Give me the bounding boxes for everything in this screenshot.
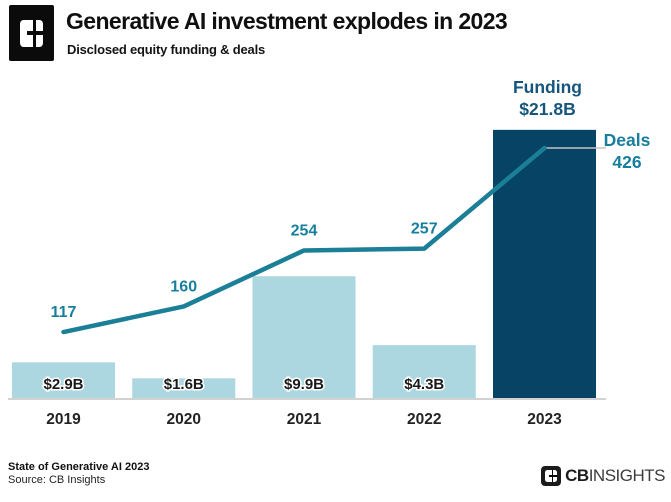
cb-insights-logo-icon — [9, 5, 54, 61]
deal-count-label-2022: 257 — [411, 221, 438, 238]
funding-bar-2022 — [372, 345, 476, 398]
footer-attribution: State of Generative AI 2023 Source: CB I… — [8, 461, 149, 486]
bar-value-label-2021: $9.9B — [284, 376, 324, 393]
deals-annotation-value: 426 — [612, 152, 641, 172]
wordmark-text: CBINSIGHTS — [565, 466, 665, 486]
x-axis-label-2021: 2021 — [287, 411, 322, 428]
deals-line — [61, 145, 547, 335]
funding-bar-2020 — [132, 378, 236, 398]
deals-annotation-title: Deals — [604, 130, 651, 150]
funding-bar-2023 — [493, 129, 596, 399]
wordmark-insights: INSIGHTS — [588, 466, 666, 485]
report-name: State of Generative AI 2023 — [8, 461, 150, 473]
page-title: Generative AI investment explodes in 202… — [66, 8, 508, 34]
x-axis-label-2020: 2020 — [167, 411, 201, 428]
page-subtitle: Disclosed equity funding & deals — [67, 42, 266, 57]
funding-bar-2021 — [252, 276, 356, 398]
cb-block-glyph-icon — [545, 470, 558, 482]
cb-insights-wordmark: CBINSIGHTS — [541, 466, 666, 486]
funding-bar-2019 — [12, 362, 115, 398]
cb-block-glyph-icon — [20, 19, 43, 47]
bar-value-label-2020: $1.6B — [164, 376, 204, 393]
deal-count-label-2019: 117 — [51, 304, 77, 321]
bar-value-label-2022: $4.3B — [404, 376, 444, 393]
cb-insights-logo-icon — [541, 466, 562, 486]
funding-annotation-title: Funding — [513, 77, 582, 97]
x-axis-label-2019: 2019 — [46, 411, 81, 428]
wordmark-cb: CB — [565, 466, 589, 485]
funding-annotation-value: $21.8B — [519, 99, 575, 119]
deal-count-label-2021: 254 — [291, 222, 318, 239]
x-axis-label-2022: 2022 — [407, 411, 441, 428]
x-axis-label-2023: 2023 — [527, 411, 562, 428]
deal-count-label-2020: 160 — [170, 278, 197, 295]
source-text: Source: CB Insights — [8, 473, 106, 486]
bar-value-label-2019: $2.9B — [43, 376, 83, 393]
